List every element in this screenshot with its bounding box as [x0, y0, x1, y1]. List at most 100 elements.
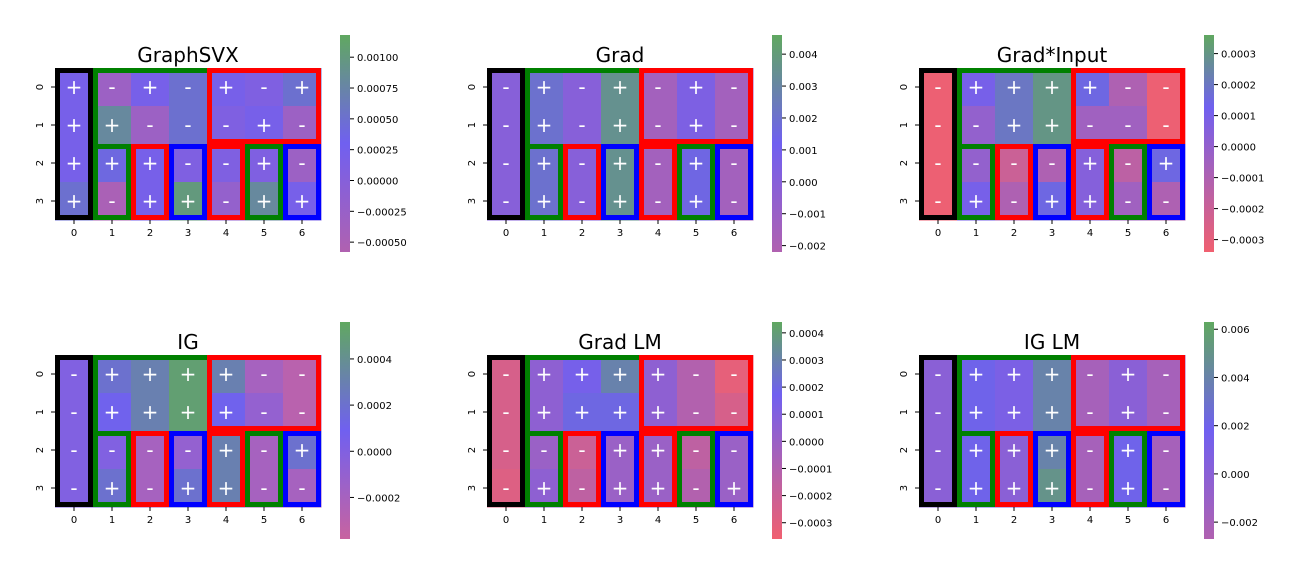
cell-sign-label: + — [218, 400, 235, 424]
cell-sign-label: - — [1162, 438, 1169, 462]
cell-sign-label: + — [968, 362, 985, 386]
cell-sign-label: + — [294, 75, 311, 99]
heatmap-cell — [1033, 182, 1072, 221]
heatmap-cell — [93, 144, 132, 183]
heatmap-cell — [995, 393, 1034, 432]
heatmap-cell — [93, 68, 132, 107]
heatmap-cell — [677, 68, 716, 107]
cell-sign-label: - — [1086, 438, 1093, 462]
heatmap-cell — [715, 431, 754, 470]
colorbar-tick-label: 0.0004 — [357, 355, 392, 366]
heatmap-cell — [639, 469, 678, 508]
cell-sign-label: - — [654, 113, 661, 137]
heatmap-cell — [1147, 393, 1186, 432]
heatmap-cell — [715, 355, 754, 394]
y-tick-label: 0 — [35, 371, 46, 377]
cell-group-frame — [639, 355, 753, 431]
cell-sign-label: + — [104, 113, 121, 137]
cell-sign-label: + — [968, 189, 985, 213]
cell-sign-label: - — [502, 189, 509, 213]
cell-sign-label: - — [298, 476, 305, 500]
heatmap-cell — [957, 106, 996, 145]
cell-sign-label: + — [968, 438, 985, 462]
cell-sign-label: + — [1006, 400, 1023, 424]
cell-sign-label: - — [70, 400, 77, 424]
heatmap-cell — [487, 469, 526, 508]
x-tick-label: 3 — [185, 515, 191, 526]
heatmap-cell — [55, 68, 94, 107]
x-tick-label: 4 — [1087, 228, 1093, 239]
heatmap-cell — [601, 469, 640, 508]
cell-sign-label: - — [1048, 151, 1055, 175]
heatmap-cell — [1147, 106, 1186, 145]
heatmap-cell — [677, 106, 716, 145]
cell-group-frame — [169, 144, 207, 220]
heatmap-cell — [93, 469, 132, 508]
heatmap-cell — [283, 431, 322, 470]
x-tick-label: 1 — [541, 515, 547, 526]
colorbar-tick-label: 0.0003 — [1221, 50, 1256, 61]
heatmap-cell — [1071, 355, 1110, 394]
cell-sign-label: - — [108, 438, 115, 462]
heatmap-cell — [995, 144, 1034, 183]
cell-sign-label: + — [1044, 400, 1061, 424]
cell-sign-label: + — [142, 362, 159, 386]
cell-sign-label: + — [1120, 438, 1137, 462]
heatmap-cell — [525, 469, 564, 508]
colorbar-tick-label: 0.0004 — [789, 329, 824, 340]
cell-sign-label: - — [1162, 476, 1169, 500]
cell-group-frame — [1147, 144, 1185, 220]
heatmap-cell — [715, 106, 754, 145]
cell-sign-label: - — [578, 113, 585, 137]
heatmap-cell — [525, 393, 564, 432]
x-tick-label: 1 — [973, 228, 979, 239]
cell-sign-label: + — [218, 75, 235, 99]
cell-sign-label: + — [1044, 189, 1061, 213]
colorbar-tick-label: 0.0003 — [789, 356, 824, 367]
heatmap-cell — [55, 431, 94, 470]
cell-sign-label: + — [536, 75, 553, 99]
heatmap-cell — [1033, 68, 1072, 107]
cell-group-frame — [995, 144, 1033, 220]
heatmap-cell — [1109, 355, 1148, 394]
heatmap-cell — [283, 469, 322, 508]
cell-group-frame — [245, 144, 283, 220]
heatmap-cell — [169, 469, 208, 508]
heatmap-cell — [283, 68, 322, 107]
cell-sign-label: - — [692, 438, 699, 462]
cell-sign-label: - — [1086, 476, 1093, 500]
cell-sign-label: + — [104, 400, 121, 424]
cell-sign-label: + — [104, 362, 121, 386]
heatmap-cell — [487, 431, 526, 470]
heatmap-cell — [207, 182, 246, 221]
x-tick-label: 2 — [579, 515, 585, 526]
x-tick-label: 5 — [693, 515, 699, 526]
heatmap-cell — [677, 355, 716, 394]
heatmap-cell — [563, 182, 602, 221]
cell-group-frame — [639, 431, 677, 507]
cell-group-frame — [601, 431, 639, 507]
cell-sign-label: + — [650, 362, 667, 386]
heatmap-cell — [93, 182, 132, 221]
x-tick-label: 2 — [579, 228, 585, 239]
cell-group-frame — [487, 68, 525, 220]
heatmap-cell — [1071, 144, 1110, 183]
heatmap-cell — [55, 144, 94, 183]
cell-group-frame — [1033, 144, 1071, 220]
colorbar — [340, 322, 350, 539]
cell-sign-label: - — [578, 438, 585, 462]
cell-group-frame — [1033, 431, 1071, 507]
colorbar-tick-label: −0.0003 — [1221, 236, 1264, 247]
colorbar-tick-label: 0.002 — [789, 114, 818, 125]
heatmap-cell — [283, 393, 322, 432]
cell-sign-label: + — [612, 400, 629, 424]
heatmap-cell — [245, 144, 284, 183]
cell-group-frame — [525, 144, 563, 220]
heatmap-cell — [995, 469, 1034, 508]
cell-group-frame — [131, 144, 169, 220]
cell-sign-label: + — [650, 400, 667, 424]
cell-sign-label: - — [502, 400, 509, 424]
y-tick-label: 2 — [899, 160, 910, 166]
heatmap-cell — [487, 393, 526, 432]
